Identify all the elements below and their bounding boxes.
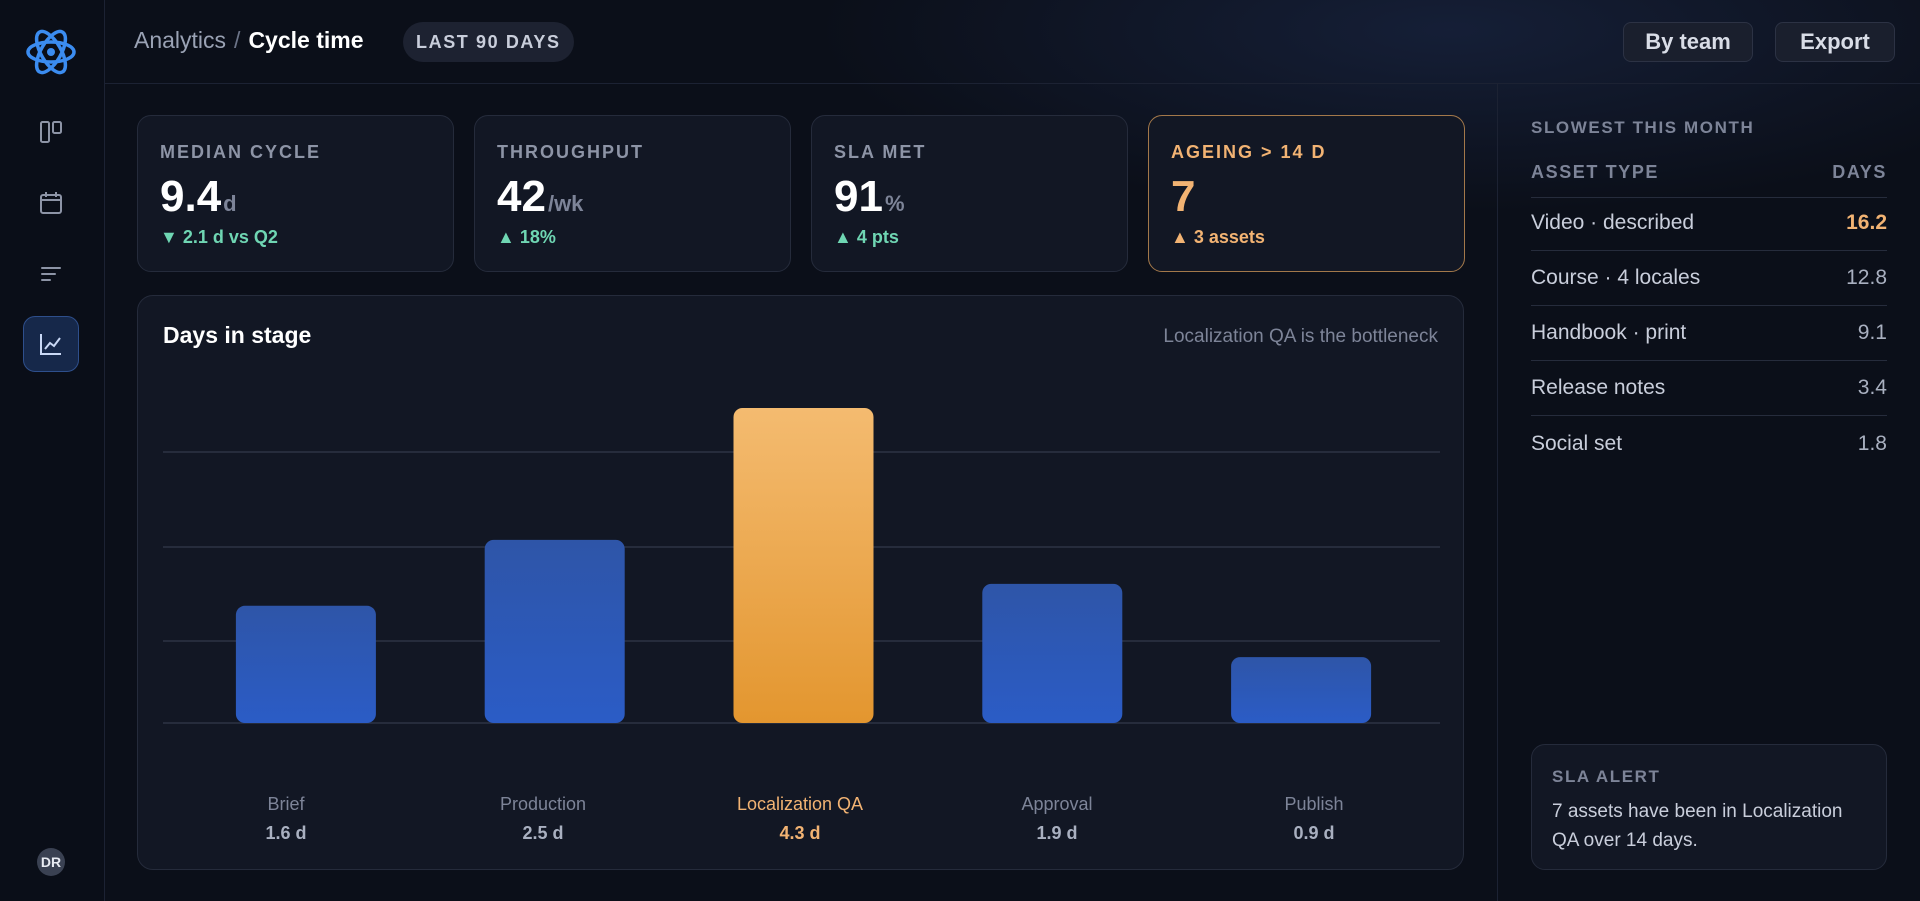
kpi-unit: d [223, 191, 237, 216]
breadcrumb: Analytics / Cycle time [134, 27, 364, 54]
sla-alert-card[interactable]: SLA ALERT 7 assets have been in Localiza… [1531, 744, 1887, 870]
kpi-card-ageing: AGEING > 14 D 7 ▲ 3 assets [1148, 115, 1465, 272]
asset-days: 1.8 [1857, 431, 1887, 455]
bar-approval[interactable] [982, 583, 1123, 723]
bar-publish[interactable] [1231, 657, 1372, 723]
avatar[interactable]: DR [37, 848, 65, 876]
page-title: Cycle time [248, 27, 364, 53]
kpi-delta-text: 2.1 d vs Q2 [182, 227, 278, 247]
slowest-panel: SLOWEST THIS MONTH ASSET TYPE DAYS Video… [1497, 84, 1920, 901]
value-label: 4.3 d [779, 823, 821, 843]
kpi-delta: ▲ 18% [497, 227, 556, 248]
kpi-unit: % [884, 191, 905, 216]
kpi-delta: ▲ 4 pts [834, 227, 899, 248]
category-label: Publish [1284, 794, 1344, 814]
kpi-number: 7 [1171, 172, 1196, 221]
logo-icon[interactable] [23, 24, 79, 80]
table-row[interactable]: Video · described 16.2 [1531, 196, 1887, 251]
header: Analytics / Cycle time LAST 90 DAYS By tea… [105, 0, 1920, 84]
kpi-card-median-cycle: MEDIAN CYCLE 9.4d ▼ 2.1 d vs Q2 [137, 115, 454, 272]
chart-icon[interactable] [23, 316, 79, 372]
x-axis-label: Publish 0.9 d [1214, 794, 1414, 844]
by-team-button[interactable]: By team [1623, 22, 1753, 62]
table-row[interactable]: Social set 1.8 [1531, 416, 1887, 471]
list-icon[interactable] [23, 246, 79, 302]
kpi-label: SLA MET [834, 142, 927, 162]
kpi-delta: ▲ 3 assets [1171, 227, 1265, 248]
column-header-days[interactable]: DAYS [1832, 162, 1887, 182]
kpi-value: 42/wk [497, 172, 583, 222]
asset-type: Video · described [1531, 211, 1695, 234]
bar-brief[interactable] [235, 605, 376, 723]
bar-localization-qa[interactable] [733, 408, 874, 723]
kpi-label: MEDIAN CYCLE [160, 142, 322, 162]
asset-days: 9.1 [1857, 321, 1887, 344]
table-row[interactable]: Course · 4 locales 12.8 [1531, 251, 1887, 306]
up-arrow-icon: ▲ [1171, 227, 1189, 247]
kpi-number: 42 [497, 172, 546, 221]
chart-note: Localization QA is the bottleneck [1163, 326, 1438, 347]
category-label: Localization QA [736, 794, 864, 814]
x-axis-label: Production 2.5 d [443, 794, 643, 844]
asset-days: 3.4 [1857, 376, 1887, 399]
table-row[interactable]: Handbook · print 9.1 [1531, 306, 1887, 361]
up-arrow-icon: ▲ [834, 227, 852, 247]
days-in-stage-chart: Days in stage Localization QA is the bot… [137, 295, 1464, 870]
table-row[interactable]: Release notes 3.4 [1531, 361, 1887, 416]
asset-days: 16.2 [1846, 211, 1887, 234]
calendar-icon[interactable] [23, 175, 79, 231]
category-label: Approval [1021, 794, 1093, 814]
down-arrow-icon: ▼ [160, 227, 178, 247]
asset-days: 12.8 [1846, 266, 1887, 289]
asset-type: Social set [1531, 431, 1623, 455]
chart-plot [163, 408, 1440, 724]
kpi-delta-text: 3 assets [1193, 227, 1265, 247]
table-header: ASSET TYPE DAYS [1531, 162, 1887, 198]
value-label: 0.9 d [1293, 823, 1335, 843]
asset-type: Course · 4 locales [1531, 266, 1701, 289]
breadcrumb-root[interactable]: Analytics [134, 27, 227, 53]
date-range-badge[interactable]: LAST 90 DAYS [403, 22, 574, 62]
value-label: 1.6 d [265, 823, 307, 843]
kpi-value: 9.4d [160, 172, 237, 222]
kpi-value: 7 [1171, 172, 1197, 222]
kpi-card-sla-met: SLA MET 91% ▲ 4 pts [811, 115, 1128, 272]
asset-type: Handbook · print [1531, 321, 1687, 344]
board-icon[interactable] [23, 104, 79, 160]
kpi-number: 91 [834, 172, 883, 221]
category-label: Brief [267, 794, 305, 814]
category-label: Production [499, 794, 587, 814]
kpi-label: THROUGHPUT [497, 142, 644, 162]
kpi-unit: /wk [547, 191, 584, 216]
chart-title: Days in stage [163, 322, 312, 348]
x-axis-label: Localization QA 4.3 d [700, 794, 900, 844]
breadcrumb-separator: / [234, 27, 241, 53]
kpi-value: 91% [834, 172, 905, 222]
kpi-label: AGEING > 14 D [1171, 142, 1327, 162]
value-label: 2.5 d [522, 823, 564, 843]
left-rail: DR [0, 0, 105, 901]
alert-title: SLA ALERT [1552, 767, 1661, 786]
column-header-type[interactable]: ASSET TYPE [1531, 162, 1660, 182]
value-label: 1.9 d [1036, 823, 1078, 843]
kpi-delta-text: 18% [519, 227, 556, 247]
kpi-card-throughput: THROUGHPUT 42/wk ▲ 18% [474, 115, 791, 272]
kpi-delta-text: 4 pts [856, 227, 899, 247]
asset-type: Release notes [1531, 376, 1666, 399]
panel-heading: SLOWEST THIS MONTH [1531, 118, 1755, 137]
x-axis-label: Approval 1.9 d [957, 794, 1157, 844]
up-arrow-icon: ▲ [497, 227, 515, 247]
kpi-delta: ▼ 2.1 d vs Q2 [160, 227, 278, 248]
alert-body: 7 assets have been in Localization QA ov… [1552, 801, 1843, 851]
x-axis-label: Brief 1.6 d [186, 794, 386, 844]
bar-production[interactable] [484, 539, 625, 723]
export-button[interactable]: Export [1775, 22, 1895, 62]
kpi-number: 9.4 [160, 172, 222, 221]
